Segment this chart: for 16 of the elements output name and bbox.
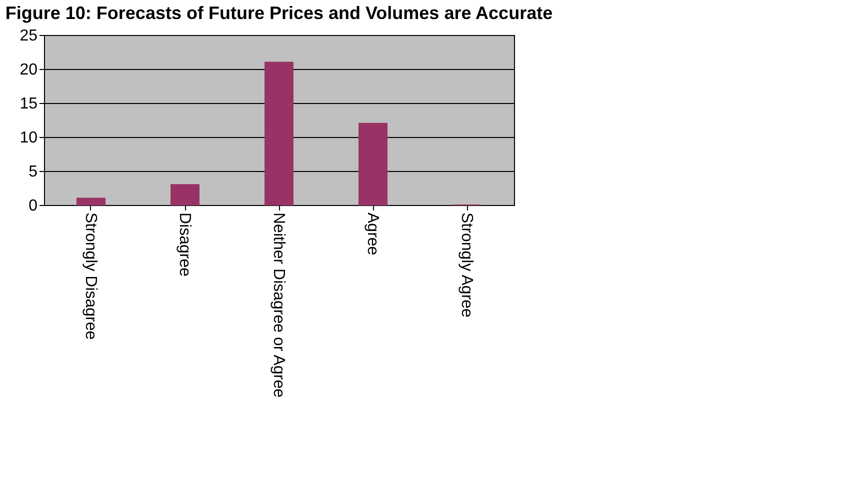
x-tick-label: Disagree <box>176 212 193 277</box>
chart-title: Figure 10: Forecasts of Future Prices and Volumes are Accurate <box>5 3 553 23</box>
x-tick-label: Neither Disagree or Agree <box>270 212 287 398</box>
bar <box>358 122 388 206</box>
x-tick-label: Agree <box>364 212 381 256</box>
x-tick-label: Strongly Disagree <box>82 212 99 340</box>
bar <box>76 198 106 206</box>
bar <box>170 184 200 206</box>
y-tick-label: 0 <box>28 198 38 214</box>
y-tick-label: 20 <box>20 62 38 78</box>
y-tick-label: 10 <box>20 130 38 146</box>
x-tick-label: Strongly Agree <box>458 212 475 318</box>
y-tick-label: 15 <box>20 96 38 112</box>
bar <box>264 62 294 206</box>
y-tick-label: 5 <box>28 164 38 180</box>
y-tick-label: 25 <box>20 28 38 44</box>
